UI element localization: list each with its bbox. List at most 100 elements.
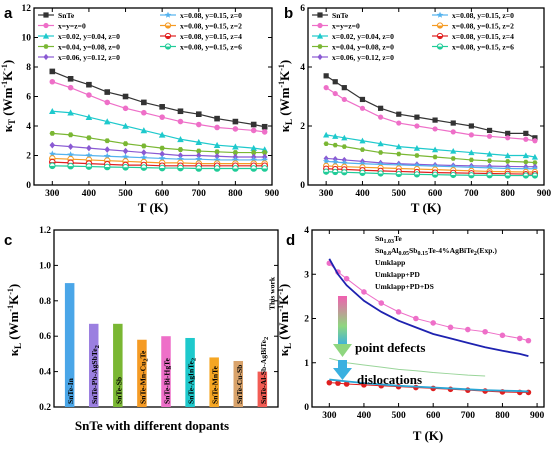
- marker-triangle: [195, 138, 203, 146]
- marker-square: [341, 85, 347, 91]
- legend-label: x=0.08, y=0.15, z=2: [180, 22, 242, 31]
- marker-circle: [447, 324, 454, 331]
- legend-text: Al: [391, 246, 399, 255]
- bar-category-subscript: 2: [263, 337, 270, 340]
- marker-circle: [468, 132, 474, 138]
- marker-circle: [323, 85, 329, 91]
- y-tick-label: 2: [300, 122, 305, 132]
- y-axis-label-sub: L: [283, 343, 293, 349]
- legend-model: Umklapp: [375, 258, 405, 267]
- marker-diamond: [141, 149, 147, 156]
- x-tick-label: 900: [537, 189, 552, 199]
- marker-halfcircle-fill: [214, 168, 220, 172]
- legend-label: x=0.08, y=0.15, z=4: [180, 32, 242, 41]
- legend-label: x=0.08, y=0.15, z=6: [452, 43, 514, 52]
- marker-circle: [413, 315, 419, 322]
- bar-category-subscript: 2: [94, 345, 101, 348]
- legend-label: x=y=z=0: [58, 22, 86, 31]
- marker-halfcircle-fill: [437, 46, 443, 50]
- marker-square: [159, 104, 165, 110]
- marker-halfcircle-fill: [359, 172, 366, 176]
- marker-hexagon: [43, 44, 49, 49]
- marker-diamond: [195, 152, 202, 159]
- y-axis-label-exp: -1: [0, 81, 9, 88]
- y-axis-label-end: ): [0, 60, 15, 64]
- marker-circle: [414, 123, 420, 129]
- bar-category-label: SnTe-Sb: [114, 377, 123, 404]
- legend-label: x=0.02, y=0.04, z=0: [58, 32, 120, 41]
- marker-hexagon: [232, 150, 239, 155]
- legend-text: Sn: [375, 246, 384, 255]
- marker-circle: [261, 129, 268, 135]
- marker-triangle: [67, 109, 74, 116]
- marker-triangle: [122, 122, 129, 129]
- marker-halfcircle-fill: [165, 36, 171, 39]
- legend-label: x=0.08, y=0.15, z=0: [180, 11, 242, 20]
- bar: [209, 357, 219, 407]
- marker-halfcircle-fill: [378, 173, 384, 177]
- marker-square: [214, 115, 220, 122]
- marker-diamond: [67, 143, 74, 150]
- series-umklapp-pd-ds: [329, 378, 529, 393]
- x-tick-label: 800: [228, 189, 243, 199]
- marker-circle: [335, 380, 341, 386]
- series-x-0-08-y-0-15-z-6: [323, 168, 539, 179]
- y-tick-label: 10: [22, 34, 32, 44]
- y-axis-label-exp: -1: [276, 305, 285, 312]
- marker-circle: [341, 96, 347, 103]
- series-line: [326, 160, 535, 170]
- marker-hexagon: [341, 144, 347, 149]
- marker-triangle: [468, 149, 475, 156]
- panel-c: c 0.20.40.60.81.01.2κL (Wm-1K-1)SnTe wit…: [4, 226, 279, 433]
- marker-triangle: [323, 131, 330, 138]
- y-axis-label-end: ): [276, 284, 291, 288]
- x-tick-label: 500: [392, 189, 407, 199]
- marker-triangle: [359, 137, 366, 144]
- marker-square: [177, 108, 184, 115]
- marker-diamond: [86, 144, 92, 152]
- y-axis-label-mid: K: [276, 294, 291, 305]
- marker-circle: [505, 135, 511, 141]
- x-tick-label: 800: [495, 411, 510, 421]
- legend-sub: 0.15: [418, 251, 429, 257]
- y-tick-label: 6: [300, 4, 305, 14]
- y-axis-label-unit: (Wm: [6, 311, 21, 343]
- legend-model: Umklapp+PD: [375, 270, 420, 279]
- marker-circle: [250, 127, 257, 134]
- legend-text: Te-4%AgBiTe: [428, 246, 474, 255]
- marker-circle: [486, 133, 493, 139]
- marker-circle: [343, 275, 350, 282]
- marker-circle: [378, 300, 385, 306]
- marker-triangle: [103, 118, 111, 125]
- marker-triangle: [504, 152, 511, 159]
- bar-category-label: SnTe-Al-Sb-AgBiTe2: [259, 337, 270, 404]
- x-tick-label: 700: [461, 411, 476, 421]
- marker-hexagon: [523, 159, 529, 165]
- marker-circle: [343, 381, 350, 387]
- marker-triangle: [158, 131, 166, 138]
- bar-category-text: SnTe-Sb: [114, 377, 123, 404]
- marker-triangle: [531, 153, 539, 160]
- y-tick-label: 1: [304, 359, 309, 369]
- plot-frame: [307, 7, 545, 186]
- marker-hexagon: [378, 150, 384, 155]
- legend-label: x=y=z=0: [332, 22, 360, 31]
- y-axis-label-main: κ: [277, 124, 292, 132]
- marker-hexagon: [49, 130, 56, 136]
- x-axis-label: T (K): [411, 200, 441, 215]
- x-axis-label: T (K): [413, 428, 443, 443]
- series-line: [326, 134, 536, 158]
- marker-circle: [159, 114, 165, 120]
- legend-sub: 2: [474, 251, 477, 257]
- series-x-0-02-y-0-04-z-0: [323, 131, 539, 160]
- y-axis-label-mid: K: [277, 70, 292, 81]
- marker-diamond: [317, 53, 323, 61]
- legend-sub: 0.05: [399, 251, 410, 257]
- marker-square: [359, 96, 366, 103]
- marker-square: [49, 68, 56, 75]
- bar: [113, 323, 123, 407]
- series-line: [52, 81, 265, 133]
- marker-circle: [177, 118, 184, 125]
